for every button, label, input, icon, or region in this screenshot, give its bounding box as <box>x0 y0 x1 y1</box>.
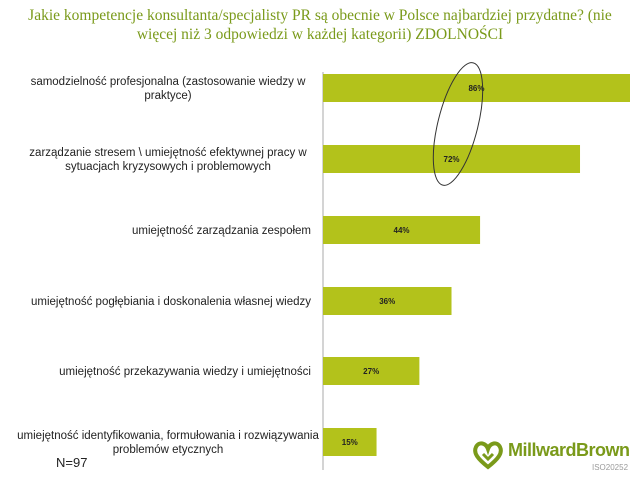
bar <box>323 74 630 102</box>
brand-name: MillwardBrown <box>508 440 630 460</box>
value-label: 15% <box>342 438 358 447</box>
brand-logo: MillwardBrown ISO20252 <box>472 438 638 484</box>
category-label: umiejętność pogłębiania i doskonalenia w… <box>31 296 311 308</box>
bar <box>323 216 481 244</box>
bar <box>323 357 420 385</box>
bar <box>323 145 581 173</box>
category-label: sytuacjach kryzysowych i problemowych <box>65 161 271 173</box>
value-label: 86% <box>468 84 484 93</box>
category-labels: samodzielność profesjonalna (zastosowani… <box>17 76 319 456</box>
highlight-ellipse <box>432 62 484 186</box>
category-label: zarządzanie stresem \ umiejętność efekty… <box>29 147 307 159</box>
chart-title: Jakie kompetencje konsultanta/specjalist… <box>28 7 612 43</box>
category-label: umiejętność zarządzania zespołem <box>132 225 311 237</box>
bars-layer <box>323 74 630 456</box>
category-label: umiejętność identyfikowania, formułowani… <box>17 430 319 442</box>
brand-heart-icon <box>473 441 503 470</box>
category-label: samodzielność profesjonalna (zastosowani… <box>31 76 307 88</box>
brand-iso: ISO20252 <box>592 463 629 472</box>
value-labels: 86% 72% 44% 36% 27% 15% <box>342 84 485 447</box>
bar <box>323 428 377 456</box>
value-label: 72% <box>444 155 460 164</box>
value-label: 27% <box>363 367 379 376</box>
value-label: 44% <box>394 226 410 235</box>
bar <box>323 287 452 315</box>
category-label: problemów etycznych <box>113 444 224 456</box>
value-label: 36% <box>379 297 395 306</box>
category-label: praktyce) <box>144 90 191 102</box>
sample-size-label: N=97 <box>56 455 88 470</box>
category-label: umiejętność przekazywania wiedzy i umiej… <box>59 366 311 378</box>
